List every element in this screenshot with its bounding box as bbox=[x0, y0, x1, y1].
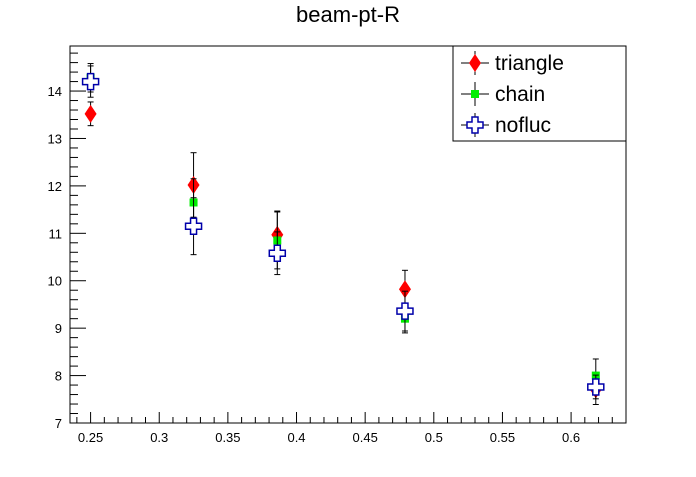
plot-frame bbox=[69, 45, 627, 424]
legend-label: chain bbox=[495, 83, 545, 106]
open-cross-marker bbox=[268, 244, 287, 262]
y-tick-label: 10 bbox=[48, 274, 62, 289]
legend-label: nofluc bbox=[495, 114, 551, 137]
open-cross-marker bbox=[466, 116, 484, 134]
open-cross-marker bbox=[81, 72, 100, 91]
diamond-marker bbox=[84, 104, 97, 123]
axes: 0.25 0.3 0.35 0.4 0.45 0.5 0.55 0.6 7 8 9 10 11 12 13 1… bbox=[48, 52, 627, 445]
data-marks bbox=[81, 63, 605, 406]
y-tick-label: 9 bbox=[55, 321, 62, 336]
open-cross-marker bbox=[396, 302, 414, 320]
x-tick-label: 0.25 bbox=[78, 430, 103, 445]
diamond-marker bbox=[398, 280, 411, 299]
x-tick-label: 0.5 bbox=[425, 430, 443, 445]
open-cross-marker bbox=[184, 217, 203, 235]
series-triangle bbox=[84, 101, 602, 406]
diamond-marker bbox=[469, 54, 481, 72]
y-tick-label: 8 bbox=[55, 369, 62, 384]
x-tick-label: 0.55 bbox=[490, 430, 515, 445]
square-marker bbox=[471, 90, 479, 98]
y-tick-label: 11 bbox=[49, 226, 63, 241]
open-cross-marker bbox=[587, 378, 605, 396]
series-nofluc bbox=[81, 65, 605, 400]
chart-title: beam-pt-R bbox=[296, 2, 400, 27]
y-tick-label: 14 bbox=[48, 84, 62, 99]
x-tick-label: 0.45 bbox=[353, 430, 378, 445]
x-tick-label: 0.6 bbox=[562, 430, 580, 445]
y-tick-label: 13 bbox=[48, 131, 62, 146]
x-tick-label: 0.35 bbox=[215, 430, 240, 445]
y-tick-label: 12 bbox=[48, 179, 62, 194]
x-tick-label: 0.3 bbox=[150, 430, 168, 445]
legend: triangle chain nofluc bbox=[452, 45, 627, 142]
y-tick-label: 7 bbox=[55, 416, 62, 431]
x-tick-label: 0.4 bbox=[287, 430, 305, 445]
legend-label: triangle bbox=[495, 52, 564, 75]
